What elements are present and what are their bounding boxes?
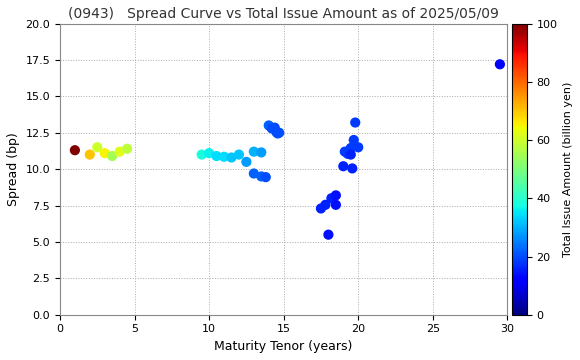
Point <box>212 153 221 159</box>
Point <box>346 152 356 157</box>
Point <box>93 144 102 150</box>
X-axis label: Maturity Tenor (years): Maturity Tenor (years) <box>215 340 353 353</box>
Point <box>234 152 244 157</box>
Point <box>349 137 358 143</box>
Point <box>264 122 273 128</box>
Point <box>495 62 505 67</box>
Point <box>249 149 259 154</box>
Point <box>257 174 266 179</box>
Title: (0943)   Spread Curve vs Total Issue Amount as of 2025/05/09: (0943) Spread Curve vs Total Issue Amoun… <box>68 7 499 21</box>
Point <box>227 154 236 160</box>
Point <box>340 149 349 154</box>
Point <box>115 149 124 154</box>
Point <box>324 232 333 238</box>
Point <box>257 149 266 155</box>
Point <box>274 130 284 136</box>
Point <box>343 151 353 157</box>
Point <box>331 202 340 208</box>
Point <box>219 154 229 159</box>
Point <box>267 126 277 131</box>
Point <box>249 171 259 176</box>
Point <box>205 150 214 156</box>
Point <box>327 195 336 201</box>
Point <box>70 147 79 153</box>
Point <box>345 149 354 155</box>
Point <box>100 150 110 156</box>
Point <box>273 131 282 136</box>
Point <box>354 144 363 150</box>
Point <box>107 153 117 159</box>
Point <box>271 129 281 135</box>
Point <box>197 152 206 157</box>
Point <box>316 206 325 211</box>
Point <box>350 120 360 125</box>
Y-axis label: Spread (bp): Spread (bp) <box>7 132 20 206</box>
Point <box>261 174 270 180</box>
Point <box>122 146 132 152</box>
Point <box>339 163 348 169</box>
Point <box>347 166 357 171</box>
Point <box>85 152 95 157</box>
Point <box>346 145 356 151</box>
Point <box>270 125 280 131</box>
Point <box>321 202 330 208</box>
Point <box>242 159 251 165</box>
Y-axis label: Total Issue Amount (billion yen): Total Issue Amount (billion yen) <box>563 81 573 257</box>
Point <box>331 193 340 198</box>
